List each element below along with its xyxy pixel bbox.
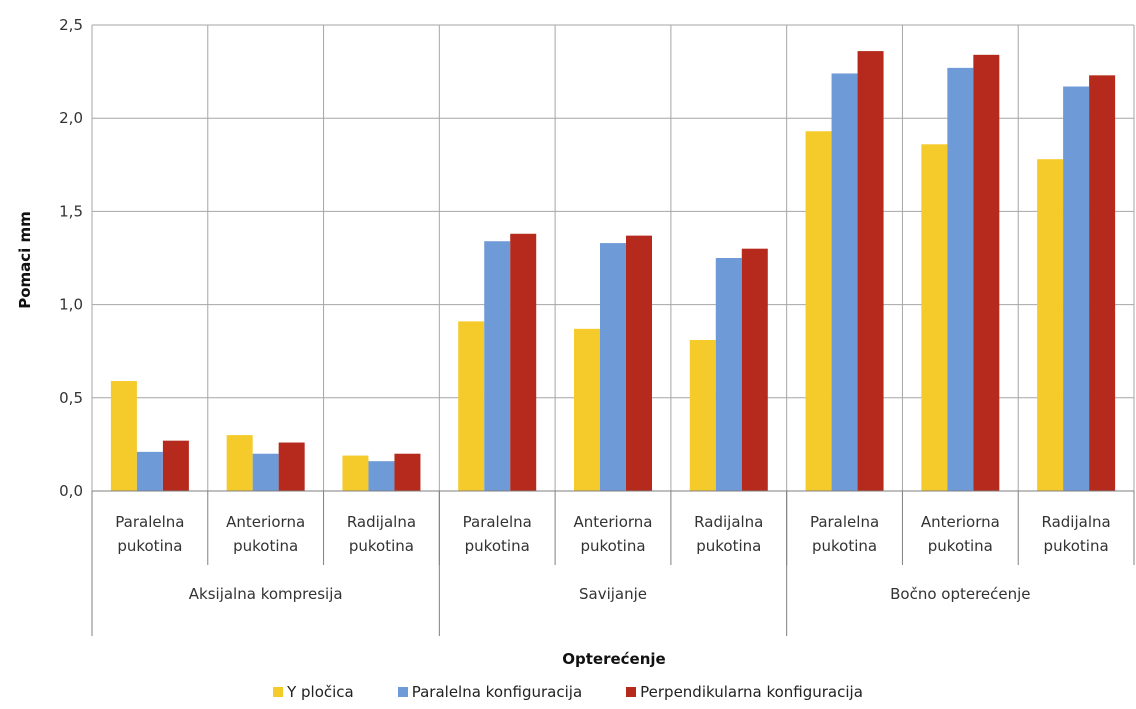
bar	[715, 258, 742, 491]
legend-label: Perpendikularna konfiguracija	[640, 683, 863, 701]
legend-label: Paralelna konfiguracija	[411, 683, 583, 701]
bar	[226, 435, 253, 491]
y-tick-label: 1,0	[59, 296, 83, 314]
bar	[921, 144, 948, 491]
category-label: pukotina	[465, 537, 530, 555]
category-label: Radijalna	[1042, 513, 1111, 531]
category-label: pukotina	[812, 537, 877, 555]
grid-lines	[91, 24, 1135, 492]
bar	[805, 131, 832, 492]
bar	[394, 453, 421, 491]
legend-item-y-plocica: Y pločica	[273, 683, 354, 701]
legend-swatch	[626, 687, 637, 697]
category-label: pukotina	[1044, 537, 1109, 555]
category-label: Paralelna	[115, 513, 184, 531]
bar	[510, 233, 537, 491]
bar	[1089, 75, 1116, 491]
bar	[947, 67, 974, 491]
bar	[484, 241, 511, 491]
axes: 0,0 0,5 1,0 1,5 2,0 2,5 Paralelna pukotina Anter…	[59, 16, 1135, 636]
y-tick-label: 2,0	[59, 109, 83, 127]
y-tick-label: 1,5	[59, 202, 83, 220]
y-tick-label: 2,5	[59, 16, 83, 34]
category-label: Anteriorna	[226, 513, 305, 531]
bar	[831, 73, 858, 492]
legend-swatch	[273, 687, 284, 697]
bar	[626, 235, 652, 491]
legend: Y pločica Paralelna konfiguracija Perpen…	[0, 680, 1136, 704]
bar	[342, 455, 369, 491]
bar	[110, 381, 137, 491]
category-label: Paralelna	[463, 513, 532, 531]
bar	[458, 321, 485, 491]
category-label: Radijalna	[694, 513, 763, 531]
category-label: pukotina	[580, 537, 645, 555]
bar	[162, 440, 189, 491]
bar	[600, 243, 626, 491]
bar	[973, 54, 1000, 491]
category-label: Paralelna	[810, 513, 879, 531]
category-label: pukotina	[928, 537, 993, 555]
legend-swatch	[397, 687, 408, 697]
category-label: pukotina	[117, 537, 182, 555]
legend-item-perpendikularna-konfiguracija: Perpendikularna konfiguracija	[626, 683, 863, 701]
y-axis-title: Pomaci mm	[16, 211, 34, 309]
category-label: pukotina	[233, 537, 298, 555]
bar	[857, 51, 884, 491]
bars	[110, 51, 1116, 492]
bar	[1037, 159, 1064, 491]
y-tick-label: 0,5	[59, 389, 83, 407]
category-label: Anteriorna	[921, 513, 1000, 531]
bar	[278, 442, 305, 491]
bar	[574, 328, 600, 491]
category-label: Radijalna	[347, 513, 416, 531]
bar	[1063, 86, 1090, 492]
bar	[136, 451, 163, 491]
category-label: pukotina	[696, 537, 761, 555]
group-label: Savijanje	[579, 585, 647, 603]
group-label: Bočno opterećenje	[890, 585, 1030, 603]
legend-item-paralelna-konfiguracija: Paralelna konfiguracija	[397, 683, 583, 701]
bar	[252, 453, 279, 491]
category-label: pukotina	[349, 537, 414, 555]
legend-label: Y pločica	[287, 683, 354, 701]
category-label: Anteriorna	[574, 513, 653, 531]
bar	[689, 340, 716, 491]
y-tick-label: 0,0	[59, 482, 83, 500]
group-label: Aksijalna kompresija	[189, 585, 343, 603]
x-axis-title: Opterećenje	[562, 650, 665, 668]
bar	[368, 461, 395, 491]
bar	[741, 248, 768, 491]
